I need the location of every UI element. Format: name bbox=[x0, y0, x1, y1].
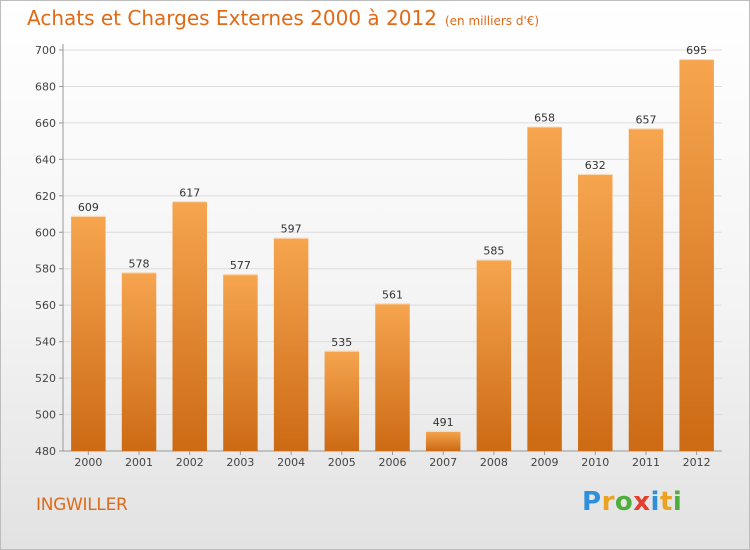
x-tick-label: 2000 bbox=[74, 456, 102, 469]
logo-letter: i bbox=[672, 487, 683, 517]
logo-letter: o bbox=[614, 487, 634, 517]
bar-value-label: 657 bbox=[635, 113, 656, 126]
x-tick-label: 2011 bbox=[632, 456, 660, 469]
x-tick-label: 2008 bbox=[480, 456, 508, 469]
labels: 480 500 520 540 560 580 600 620 640 660 680 700 609 2… bbox=[35, 44, 711, 469]
x-tick-label: 2009 bbox=[531, 456, 559, 469]
y-tick-label: 620 bbox=[35, 190, 56, 203]
logo-letter: x bbox=[633, 487, 651, 517]
y-tick-label: 600 bbox=[35, 226, 56, 239]
bar-value-label: 578 bbox=[129, 257, 150, 270]
bars bbox=[71, 59, 714, 452]
logo-letter: i bbox=[650, 487, 660, 517]
bar bbox=[223, 274, 258, 451]
bar-value-label: 561 bbox=[382, 288, 403, 301]
bar-value-label: 658 bbox=[534, 112, 555, 125]
y-tick-label: 520 bbox=[35, 372, 56, 385]
logo-letter: P bbox=[582, 487, 602, 517]
x-tick-label: 2004 bbox=[277, 456, 305, 469]
x-tick-label: 2003 bbox=[226, 456, 254, 469]
bar bbox=[476, 259, 512, 451]
bar bbox=[71, 215, 106, 451]
y-tick-label: 500 bbox=[35, 409, 56, 422]
bar-value-label: 491 bbox=[433, 416, 454, 429]
logo-letter: r bbox=[601, 487, 615, 517]
chart-title: Achats et Charges Externes 2000 à 2012 (e… bbox=[27, 6, 539, 30]
bar-value-label: 577 bbox=[230, 259, 251, 272]
place-name: INGWILLER bbox=[36, 495, 128, 515]
y-tick-label: 700 bbox=[35, 44, 56, 57]
x-tick-label: 2007 bbox=[429, 456, 457, 469]
bar bbox=[527, 126, 562, 452]
bar bbox=[425, 430, 461, 451]
bar-value-label: 617 bbox=[179, 186, 200, 199]
bar bbox=[273, 237, 309, 451]
bar-value-label: 535 bbox=[331, 336, 352, 349]
bar-value-label: 609 bbox=[78, 201, 99, 214]
y-tick-label: 580 bbox=[35, 263, 56, 276]
y-tick-label: 660 bbox=[35, 117, 56, 130]
logo-letter: t bbox=[659, 487, 673, 517]
chart-subtitle: (en milliers d'€) bbox=[444, 14, 540, 28]
bar bbox=[375, 303, 410, 451]
y-tick-label: 480 bbox=[35, 445, 56, 458]
x-tick-label: 2006 bbox=[379, 456, 407, 469]
x-tick-label: 2001 bbox=[125, 456, 153, 469]
x-tick-label: 2010 bbox=[581, 456, 609, 469]
bar bbox=[679, 59, 714, 451]
bar bbox=[628, 128, 664, 452]
bar bbox=[121, 272, 157, 451]
x-tick-label: 2005 bbox=[328, 456, 356, 469]
bar bbox=[324, 350, 360, 451]
bar-value-label: 585 bbox=[483, 245, 504, 258]
y-tick-label: 640 bbox=[35, 153, 56, 166]
bar-value-label: 632 bbox=[585, 159, 606, 172]
y-tick-label: 540 bbox=[35, 336, 56, 349]
bar bbox=[172, 201, 207, 451]
y-tick-label: 560 bbox=[35, 299, 56, 312]
y-tick-label: 680 bbox=[35, 80, 56, 93]
x-tick-label: 2012 bbox=[683, 456, 711, 469]
proxiti-logo[interactable]: Proxiti bbox=[582, 487, 682, 517]
bar-value-label: 695 bbox=[686, 44, 707, 57]
bar bbox=[578, 173, 613, 452]
chart-title-text: Achats et Charges Externes 2000 à 2012 bbox=[27, 6, 437, 30]
bar-value-label: 597 bbox=[281, 223, 302, 236]
x-tick-label: 2002 bbox=[176, 456, 204, 469]
